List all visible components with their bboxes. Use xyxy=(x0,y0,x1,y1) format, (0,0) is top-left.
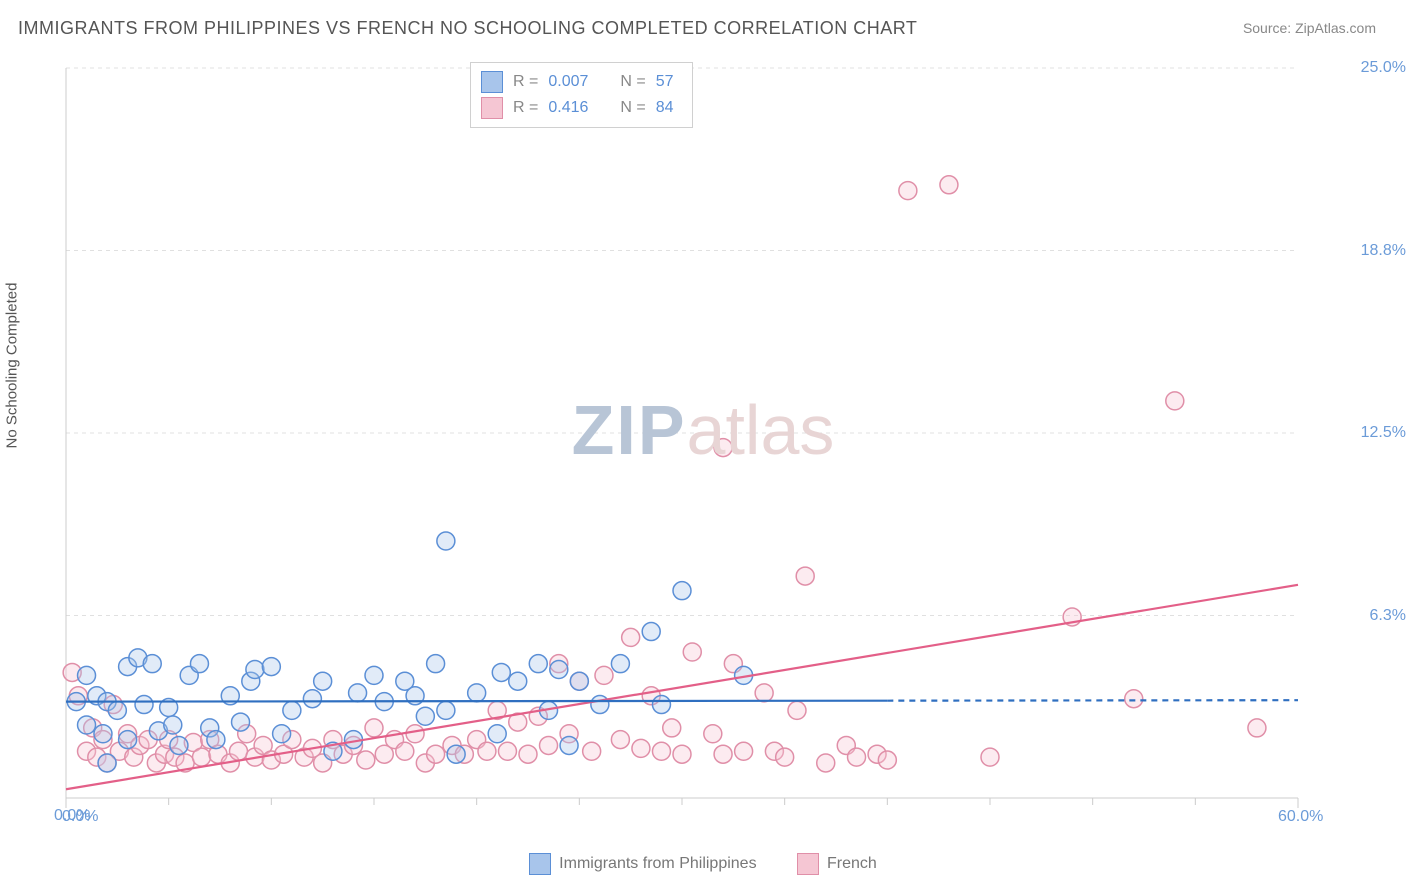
legend-item-philippines: Immigrants from Philippines xyxy=(529,853,756,875)
n-label: N = xyxy=(620,73,645,91)
x-tick-label: 0.0% xyxy=(62,808,98,826)
y-axis-label: No Schooling Completed xyxy=(4,283,21,449)
y-tick-label: 6.3% xyxy=(1370,607,1406,625)
r-label: R = xyxy=(513,99,538,117)
r-value-french: 0.416 xyxy=(548,99,588,117)
y-tick-label: 12.5% xyxy=(1361,424,1406,442)
x-tick-label: 60.0% xyxy=(1278,808,1323,826)
plot-area: 0.0%6.3%12.5%18.8%25.0%0.0%60.0% xyxy=(58,60,1358,828)
chart-title: IMMIGRANTS FROM PHILIPPINES VS FRENCH NO… xyxy=(18,18,917,39)
legend-label-philippines: Immigrants from Philippines xyxy=(559,855,756,873)
stats-row-philippines: R = 0.007 N = 57 xyxy=(481,69,674,95)
legend-item-french: French xyxy=(797,853,877,875)
legend-label-french: French xyxy=(827,855,877,873)
source-attribution: Source: ZipAtlas.com xyxy=(1243,20,1376,36)
y-tick-label: 18.8% xyxy=(1361,242,1406,260)
bottom-legend: Immigrants from Philippines French xyxy=(0,853,1406,880)
legend-swatch-french xyxy=(797,853,819,875)
stats-swatch-french xyxy=(481,97,503,119)
stats-row-french: R = 0.416 N = 84 xyxy=(481,95,674,121)
y-tick-label: 25.0% xyxy=(1361,59,1406,77)
n-value-french: 84 xyxy=(656,99,674,117)
scatter-chart-svg xyxy=(58,60,1358,828)
r-value-philippines: 0.007 xyxy=(548,73,588,91)
r-label: R = xyxy=(513,73,538,91)
n-value-philippines: 57 xyxy=(656,73,674,91)
n-label: N = xyxy=(620,99,645,117)
stats-legend-box: R = 0.007 N = 57 R = 0.416 N = 84 xyxy=(470,62,693,128)
stats-swatch-philippines xyxy=(481,71,503,93)
legend-swatch-philippines xyxy=(529,853,551,875)
